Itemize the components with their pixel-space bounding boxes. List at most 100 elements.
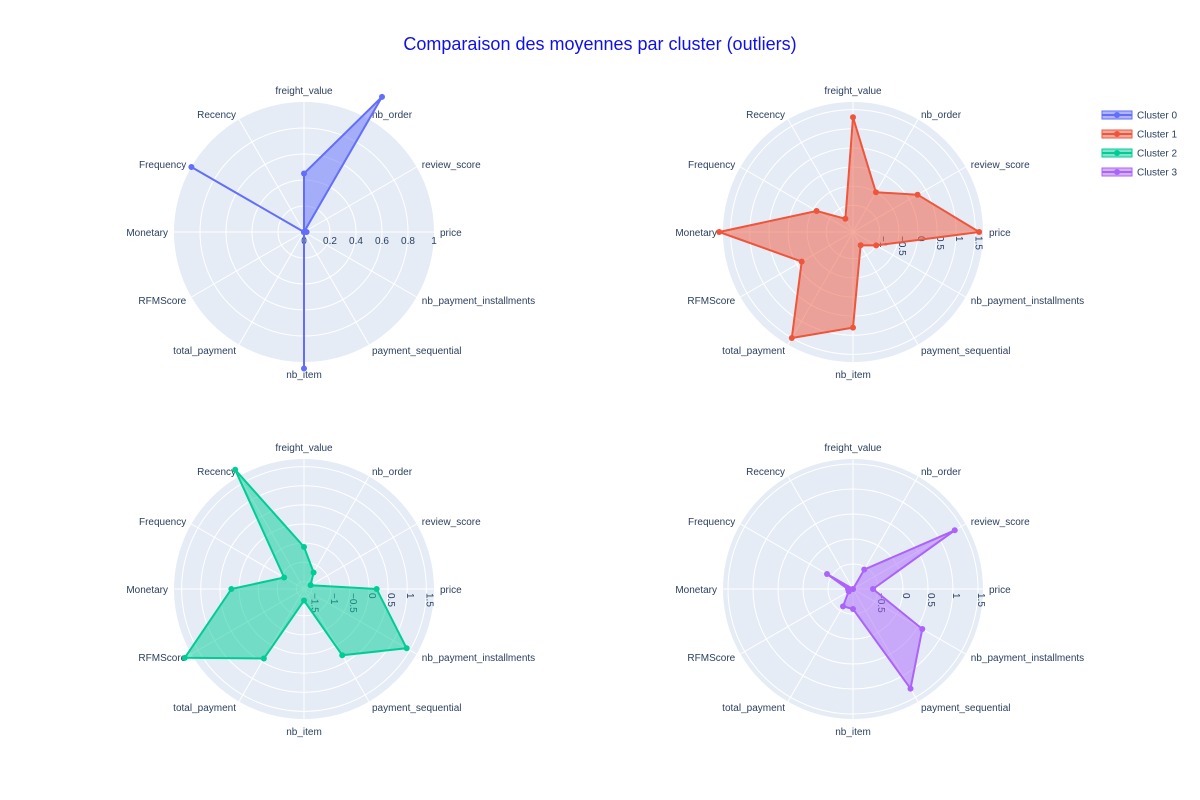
data-point-review_score <box>951 527 958 534</box>
data-point-RFMScore <box>798 258 805 265</box>
radial-tick-label: 1 <box>404 593 415 599</box>
category-label-review_score: review_score <box>422 517 481 528</box>
data-point-review_score <box>914 191 921 198</box>
category-label-total_payment: total_payment <box>173 346 236 357</box>
category-label-RFMScore: RFMScore <box>138 296 186 307</box>
radial-tick-label: 0.4 <box>349 236 363 247</box>
data-point-price <box>870 586 876 592</box>
legend-item-cluster-2[interactable]: Cluster 2 <box>1137 149 1177 160</box>
legend-item-cluster-3[interactable]: Cluster 3 <box>1137 168 1177 179</box>
category-label-price: price <box>989 585 1011 596</box>
radial-tick-label: 1.5 <box>972 236 983 250</box>
category-label-payment_sequential: payment_sequential <box>921 346 1011 357</box>
data-point-Monetary <box>716 229 723 235</box>
legend-item-cluster-1[interactable]: Cluster 1 <box>1137 130 1177 141</box>
category-label-Frequency: Frequency <box>139 160 186 171</box>
angular-grid-line <box>303 231 370 345</box>
data-point-Frequency <box>824 571 831 577</box>
angular-grid-line <box>787 476 854 590</box>
data-point-nb_item <box>301 597 307 604</box>
category-label-payment_sequential: payment_sequential <box>372 703 462 714</box>
radial-tick-label: 0.5 <box>934 236 945 250</box>
data-point-nb_order <box>379 93 385 100</box>
category-label-review_score: review_score <box>971 160 1030 171</box>
category-label-price: price <box>989 228 1011 239</box>
radial-tick-label: 0 <box>900 593 911 599</box>
angular-grid-line <box>191 231 305 298</box>
category-label-total_payment: total_payment <box>722 346 785 357</box>
data-point-nb_payment_installments <box>301 229 307 235</box>
legend-marker <box>1114 112 1120 118</box>
data-point-Recency <box>232 466 239 473</box>
data-point-price <box>976 229 983 235</box>
category-label-total_payment: total_payment <box>173 703 236 714</box>
data-point-freight_value <box>850 114 856 121</box>
legend-marker <box>1114 169 1120 175</box>
category-label-freight_value: freight_value <box>824 86 882 97</box>
data-point-price <box>373 586 380 592</box>
data-point-Frequency <box>188 164 195 170</box>
category-label-payment_sequential: payment_sequential <box>372 346 462 357</box>
category-label-nb_item: nb_item <box>286 727 322 738</box>
category-label-Recency: Recency <box>197 467 236 478</box>
data-point-nb_order <box>872 189 879 196</box>
category-label-nb_payment_installments: nb_payment_installments <box>971 653 1084 664</box>
category-label-nb_order: nb_order <box>921 467 962 478</box>
data-point-nb_payment_installments <box>403 645 410 652</box>
category-label-RFMScore: RFMScore <box>138 653 186 664</box>
category-label-price: price <box>440 585 462 596</box>
category-label-Frequency: Frequency <box>688 160 735 171</box>
category-label-Monetary: Monetary <box>675 228 717 239</box>
data-point-RFMScore <box>181 654 188 661</box>
radial-tick-label: 1.5 <box>975 593 986 607</box>
category-label-nb_payment_installments: nb_payment_installments <box>422 296 535 307</box>
data-point-total_payment <box>840 603 846 610</box>
category-label-freight_value: freight_value <box>824 443 882 454</box>
radial-tick-label: 1 <box>953 236 964 242</box>
category-label-total_payment: total_payment <box>722 703 785 714</box>
radial-tick-label: 0.5 <box>925 593 936 607</box>
category-label-freight_value: freight_value <box>275 443 333 454</box>
legend-item-cluster-0[interactable]: Cluster 0 <box>1137 111 1177 122</box>
data-point-freight_value <box>301 543 307 550</box>
category-label-Monetary: Monetary <box>675 585 717 596</box>
data-point-total_payment <box>260 655 267 662</box>
radial-tick-label: 0.8 <box>401 236 415 247</box>
category-label-Frequency: Frequency <box>688 517 735 528</box>
category-label-nb_payment_installments: nb_payment_installments <box>422 653 535 664</box>
category-label-price: price <box>440 228 462 239</box>
angular-grid-line <box>238 119 305 233</box>
radial-tick-label: 0.6 <box>375 236 389 247</box>
data-point-nb_payment_installments <box>873 242 880 249</box>
data-point-Recency <box>842 215 849 222</box>
angular-grid-line <box>787 119 854 233</box>
data-point-nb_item <box>850 324 856 331</box>
category-label-nb_order: nb_order <box>372 467 413 478</box>
angular-grid-line <box>852 231 919 345</box>
data-point-RFMScore <box>845 588 852 595</box>
series-area-cluster-0 <box>190 95 383 370</box>
data-point-nb_item <box>850 606 856 612</box>
angular-grid-line <box>303 523 417 590</box>
category-label-Monetary: Monetary <box>126 585 168 596</box>
data-point-Recency <box>850 586 856 592</box>
data-point-payment_sequential <box>907 685 914 692</box>
category-label-Monetary: Monetary <box>126 228 168 239</box>
legend-marker <box>1114 131 1120 137</box>
chart-title: Comparaison des moyennes par cluster (ou… <box>403 34 797 54</box>
radial-tick-label: 0.5 <box>385 593 396 607</box>
category-label-Recency: Recency <box>197 110 236 121</box>
radial-tick-label: −0.5 <box>896 236 907 256</box>
data-point-nb_order <box>861 566 868 573</box>
category-label-nb_item: nb_item <box>835 370 871 381</box>
angular-grid-line <box>303 231 417 298</box>
category-label-freight_value: freight_value <box>275 86 333 97</box>
radial-tick-label: 1.5 <box>423 593 434 607</box>
data-point-Frequency <box>281 574 288 581</box>
angular-grid-line <box>303 166 417 233</box>
category-label-RFMScore: RFMScore <box>687 296 735 307</box>
legend-marker <box>1114 150 1120 156</box>
data-point-review_score <box>307 582 314 589</box>
